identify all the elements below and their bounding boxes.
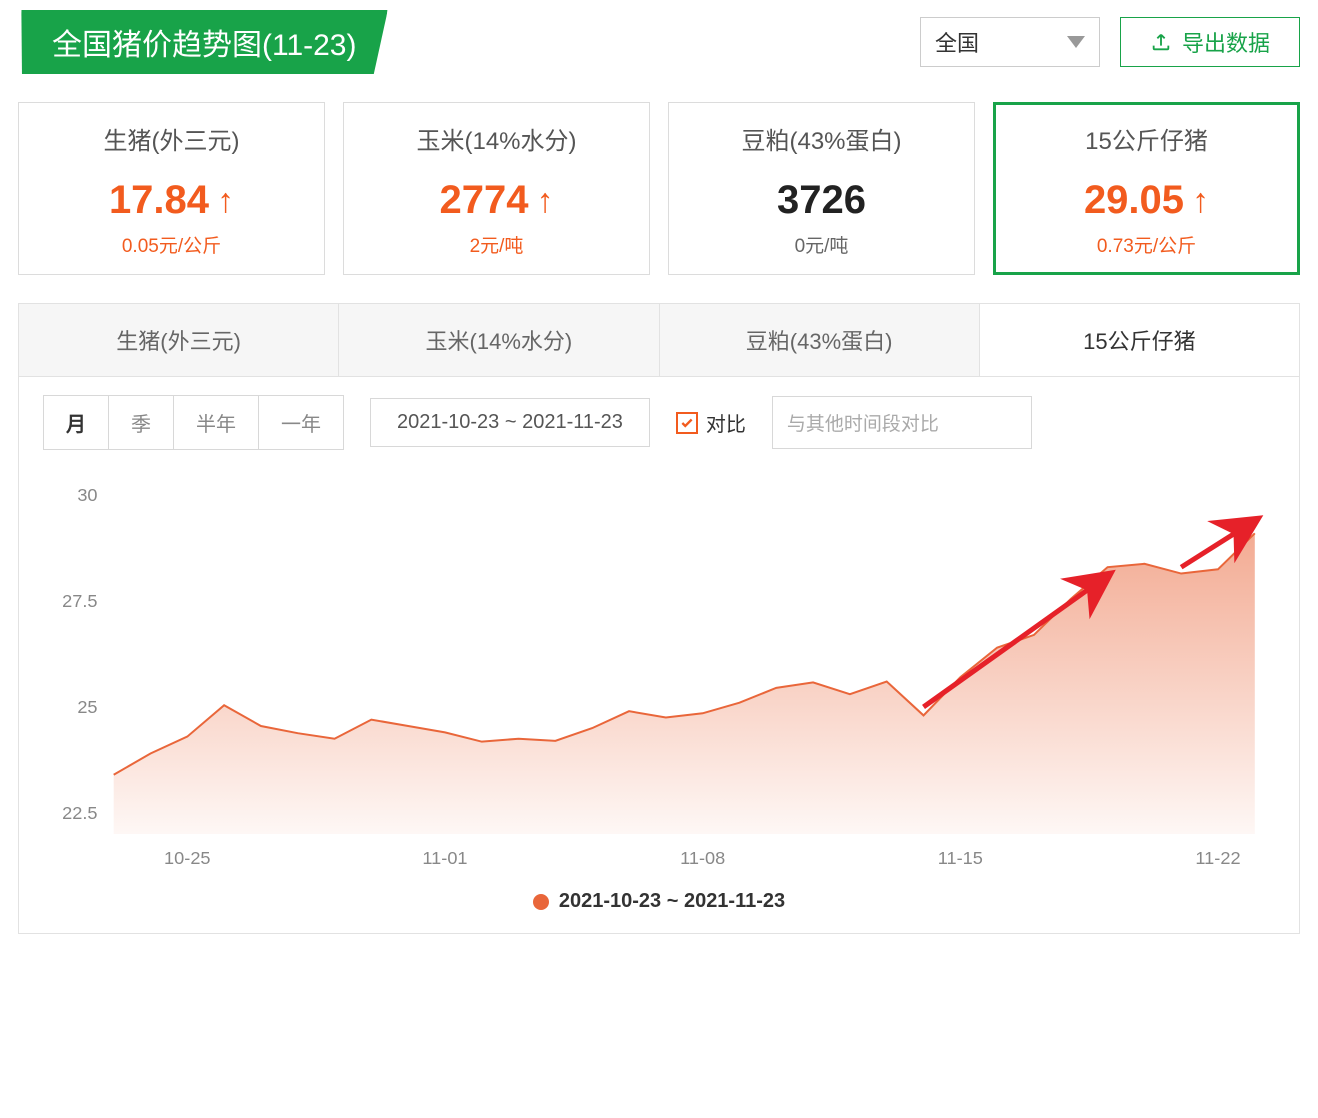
- card-price: 2774: [440, 178, 529, 223]
- price-card[interactable]: 生猪(外三元) 17.84 ↑ 0.05元/公斤: [18, 102, 325, 275]
- card-delta: 0元/吨: [677, 231, 966, 258]
- tab[interactable]: 玉米(14%水分): [339, 304, 659, 376]
- price-cards-row: 生猪(外三元) 17.84 ↑ 0.05元/公斤 玉米(14%水分) 2774 …: [18, 102, 1300, 275]
- checkbox-icon: [676, 412, 698, 434]
- card-price: 29.05: [1084, 178, 1184, 223]
- compare-label: 对比: [706, 408, 746, 437]
- card-delta: 2元/吨: [352, 231, 641, 258]
- svg-text:22.5: 22.5: [62, 803, 97, 823]
- svg-text:11-15: 11-15: [938, 848, 983, 868]
- arrow-up-icon: ↑: [217, 184, 234, 218]
- compare-toggle[interactable]: 对比: [676, 408, 746, 437]
- period-button[interactable]: 一年: [259, 396, 343, 449]
- chevron-down-icon: [1067, 36, 1085, 48]
- svg-text:25: 25: [77, 697, 97, 717]
- page-title-text: 全国猪价趋势图(11-23): [52, 20, 356, 64]
- period-button[interactable]: 季: [109, 396, 174, 449]
- legend-dot-icon: [533, 894, 549, 910]
- card-delta: 0.73元/公斤: [1002, 231, 1291, 258]
- tab[interactable]: 生猪(外三元): [19, 304, 339, 376]
- tab[interactable]: 豆粕(43%蛋白): [660, 304, 980, 376]
- chart-controls: 月季半年一年 2021-10-23 ~ 2021-11-23 对比 与其他时间段…: [43, 395, 1275, 450]
- region-selected-label: 全国: [935, 26, 979, 58]
- svg-text:11-22: 11-22: [1195, 848, 1240, 868]
- date-range-picker[interactable]: 2021-10-23 ~ 2021-11-23: [370, 398, 650, 447]
- chart-panel: 月季半年一年 2021-10-23 ~ 2021-11-23 对比 与其他时间段…: [18, 376, 1300, 934]
- price-card[interactable]: 15公斤仔猪 29.05 ↑ 0.73元/公斤: [993, 102, 1300, 275]
- svg-text:27.5: 27.5: [62, 591, 97, 611]
- region-select[interactable]: 全国: [920, 17, 1100, 67]
- price-card[interactable]: 豆粕(43%蛋白) 3726 0元/吨: [668, 102, 975, 275]
- svg-text:11-01: 11-01: [422, 848, 467, 868]
- period-button[interactable]: 月: [44, 396, 109, 449]
- price-card[interactable]: 玉米(14%水分) 2774 ↑ 2元/吨: [343, 102, 650, 275]
- export-data-button[interactable]: 导出数据: [1120, 17, 1300, 67]
- card-name: 15公斤仔猪: [1002, 121, 1291, 156]
- card-name: 玉米(14%水分): [352, 121, 641, 156]
- card-name: 生猪(外三元): [27, 121, 316, 156]
- period-group: 月季半年一年: [43, 395, 344, 450]
- upload-icon: [1150, 31, 1172, 53]
- compare-period-input[interactable]: 与其他时间段对比: [772, 396, 1032, 449]
- export-label: 导出数据: [1182, 26, 1270, 58]
- card-delta: 0.05元/公斤: [27, 231, 316, 258]
- chart-legend: 2021-10-23 ~ 2021-11-23: [43, 890, 1275, 913]
- svg-text:10-25: 10-25: [164, 848, 210, 868]
- tab[interactable]: 15公斤仔猪: [980, 304, 1299, 376]
- date-range-label: 2021-10-23 ~ 2021-11-23: [397, 411, 623, 433]
- svg-text:11-08: 11-08: [680, 848, 725, 868]
- arrow-up-icon: ↑: [1192, 184, 1209, 218]
- card-price: 17.84: [109, 178, 209, 223]
- arrow-up-icon: ↑: [536, 184, 553, 218]
- card-price: 3726: [777, 178, 866, 223]
- page-title: 全国猪价趋势图(11-23): [15, 10, 388, 74]
- legend-label: 2021-10-23 ~ 2021-11-23: [559, 890, 785, 913]
- card-name: 豆粕(43%蛋白): [677, 121, 966, 156]
- price-trend-chart: 22.5 25 27.5 30 10-25 11-01 11-08 11-15 11-22: [43, 464, 1275, 884]
- period-button[interactable]: 半年: [174, 396, 259, 449]
- tabs-row: 生猪(外三元)玉米(14%水分)豆粕(43%蛋白)15公斤仔猪: [18, 303, 1300, 376]
- svg-text:30: 30: [77, 485, 97, 505]
